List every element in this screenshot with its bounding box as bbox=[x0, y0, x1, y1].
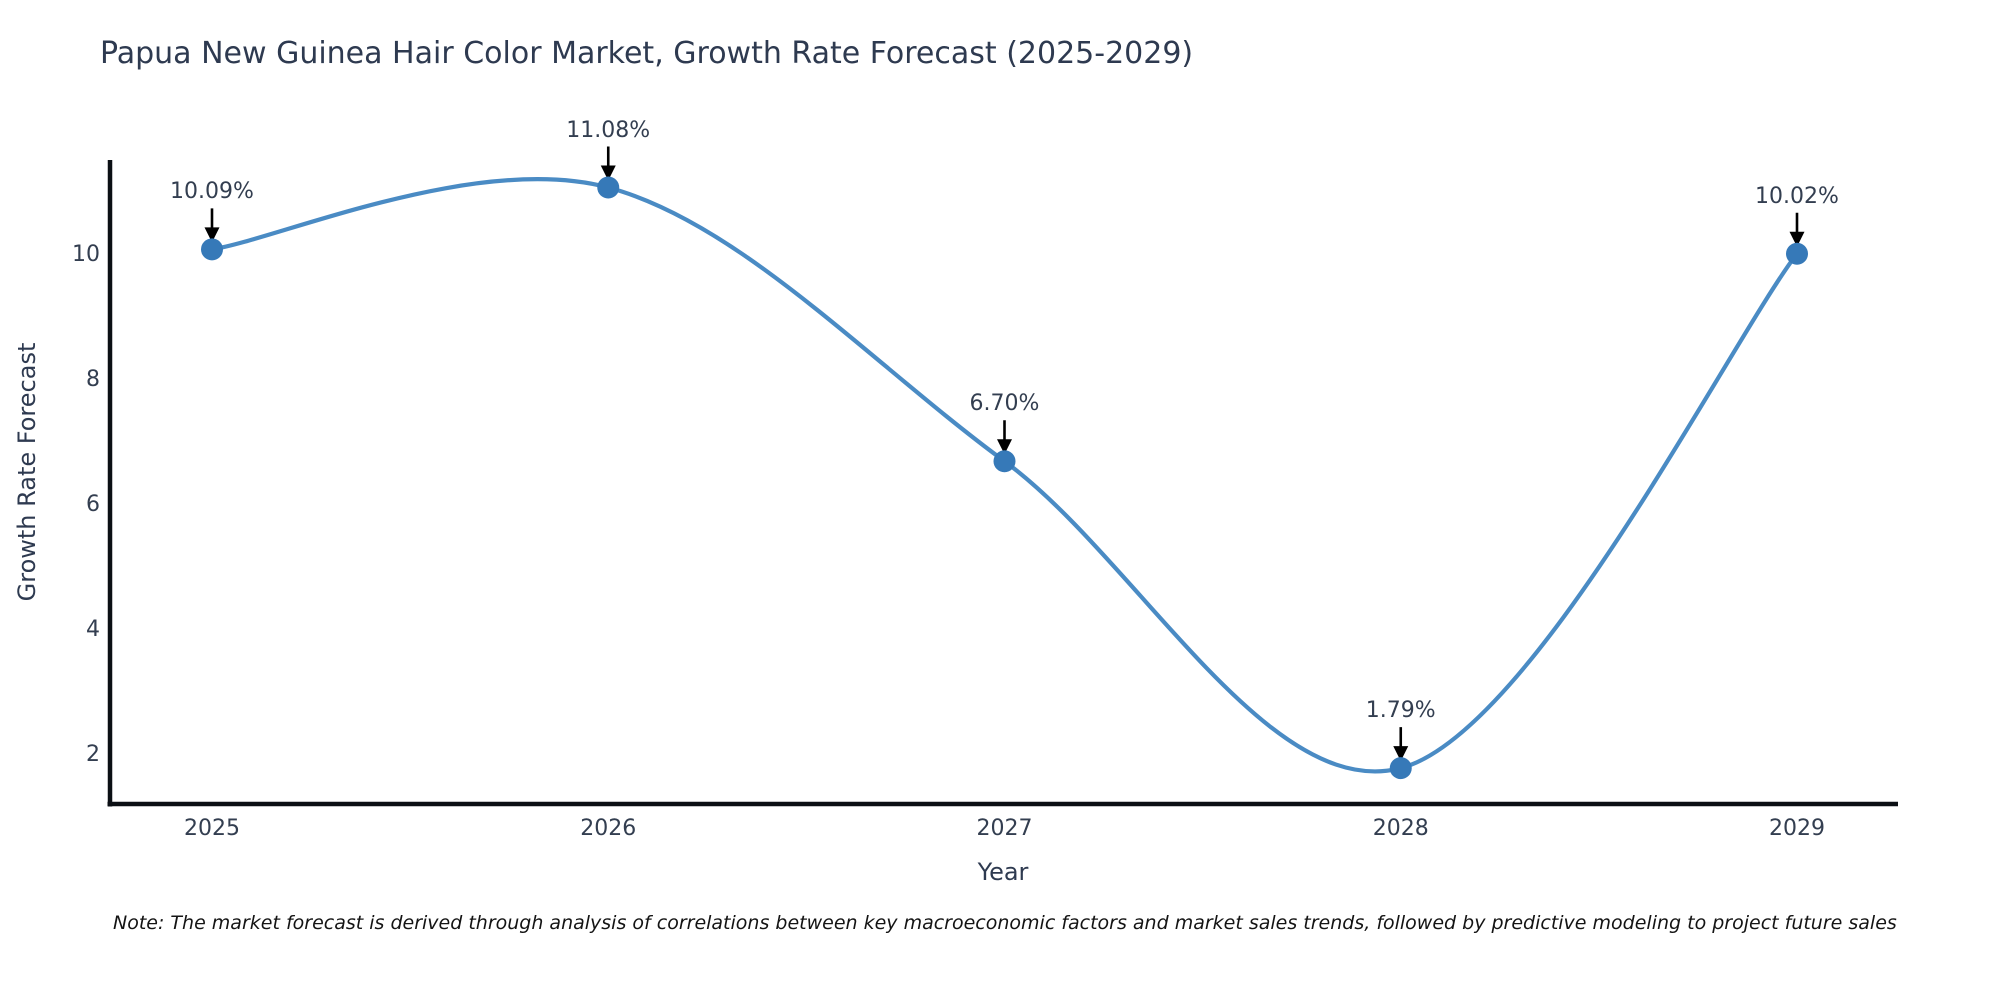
point-label: 6.70% bbox=[969, 391, 1040, 417]
y-tick-label: 10 bbox=[72, 242, 100, 267]
annotation-arrowhead bbox=[204, 227, 220, 243]
point-label: 10.02% bbox=[1755, 183, 1839, 209]
x-axis-title: Year bbox=[977, 858, 1029, 886]
x-tick-label: 2026 bbox=[580, 816, 637, 841]
chart-title: Papua New Guinea Hair Color Market, Grow… bbox=[100, 36, 1194, 71]
data-point bbox=[597, 176, 620, 199]
point-label: 11.08% bbox=[566, 117, 651, 143]
x-tick-label: 2029 bbox=[1769, 816, 1825, 841]
data-point bbox=[1389, 757, 1412, 780]
point-label: 10.09% bbox=[170, 179, 254, 205]
data-point bbox=[201, 238, 223, 261]
data-point bbox=[993, 450, 1016, 473]
x-tick-label: 2027 bbox=[976, 816, 1033, 841]
x-tick-label: 2025 bbox=[184, 816, 240, 841]
point-label: 1.79% bbox=[1365, 698, 1436, 724]
annotation-arrowhead bbox=[997, 439, 1012, 455]
x-tick-label: 2028 bbox=[1372, 816, 1429, 841]
annotation-arrowhead bbox=[600, 165, 616, 181]
y-tick-label: 8 bbox=[86, 367, 100, 392]
data-point bbox=[1786, 242, 1808, 265]
y-tick-label: 4 bbox=[86, 617, 100, 642]
annotation-arrowhead bbox=[1393, 746, 1409, 762]
y-tick-label: 2 bbox=[86, 742, 100, 767]
footnote: Note: The market forecast is derived thr… bbox=[113, 912, 1897, 934]
y-tick-label: 6 bbox=[86, 492, 100, 517]
trend-line bbox=[209, 177, 1800, 774]
annotation-arrowhead bbox=[1789, 231, 1805, 247]
